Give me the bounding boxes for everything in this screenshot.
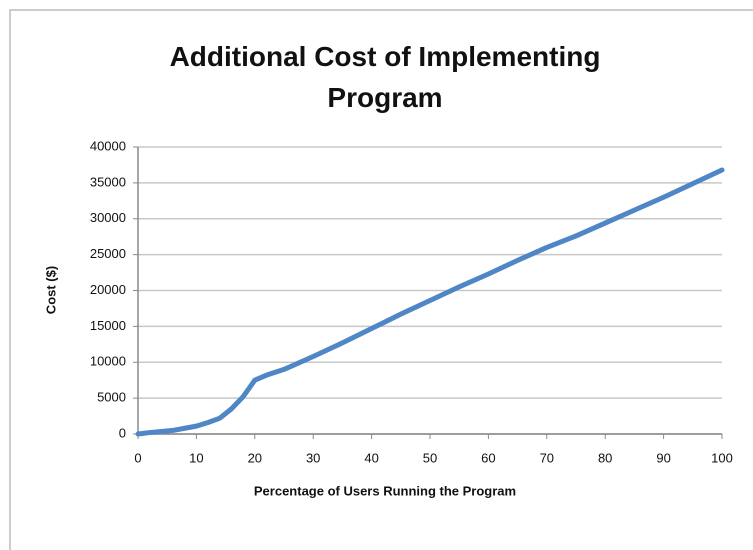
y-tick-label: 30000 [90,210,126,225]
x-tick-label: 10 [189,450,203,465]
y-axis-label: Cost ($) [43,266,58,314]
y-tick-label: 40000 [90,138,126,153]
y-tick-label: 25000 [90,246,126,261]
x-tick-label: 90 [656,450,670,465]
x-tick-label: 40 [364,450,378,465]
data-line [135,167,725,437]
y-tick-label: 5000 [97,390,126,405]
y-tick-label: 20000 [90,282,126,297]
x-axis-label: Percentage of Users Running the Program [254,483,516,498]
x-tick-label: 60 [481,450,495,465]
y-tick-label: 0 [119,425,126,440]
x-tick-label: 0 [134,450,141,465]
y-tick-label: 10000 [90,354,126,369]
y-tick-label: 35000 [90,174,126,189]
x-tick-label: 30 [306,450,320,465]
chart-title: Additional Cost of Implementing Program [169,41,601,113]
x-tick-label: 20 [248,450,262,465]
x-tick-label: 80 [598,450,612,465]
x-tick-label: 70 [540,450,554,465]
chart-frame [9,9,753,550]
y-tick-label: 15000 [90,318,126,333]
x-tick-label: 50 [423,450,437,465]
x-tick-label: 100 [711,450,733,465]
